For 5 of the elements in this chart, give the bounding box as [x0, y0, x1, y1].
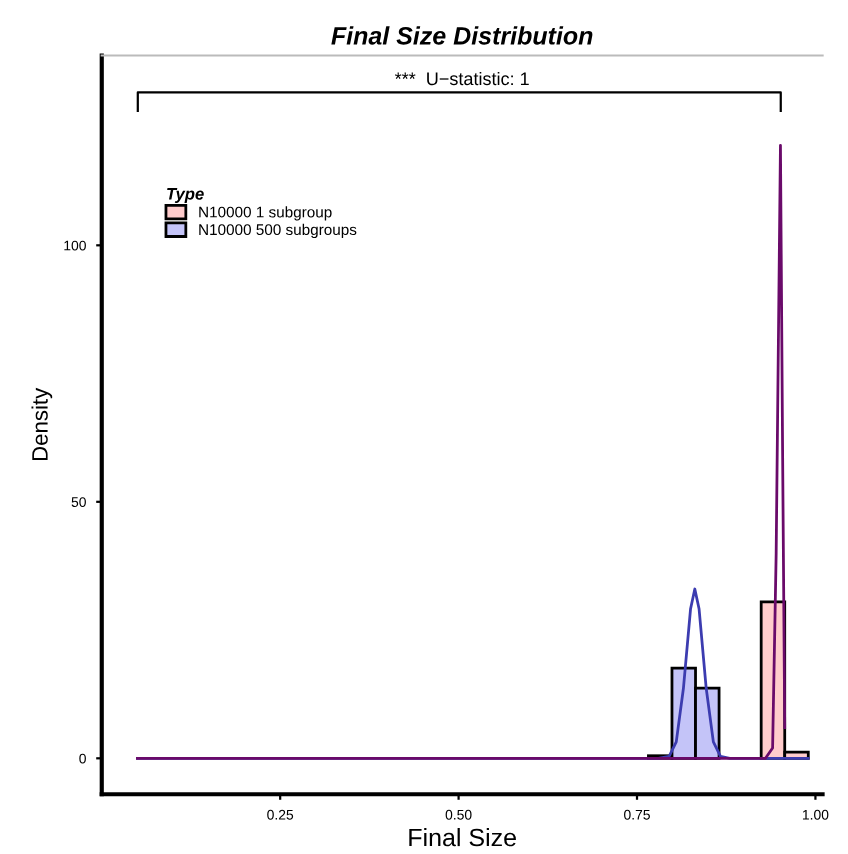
legend-title: Type — [167, 188, 204, 203]
x-axis-title: Final Size — [409, 828, 516, 847]
chart-title: Final Size Distribution — [331, 26, 593, 45]
y-axis-title: Density — [31, 387, 53, 461]
annotation: *** U−statistic: 1 — [394, 71, 529, 86]
